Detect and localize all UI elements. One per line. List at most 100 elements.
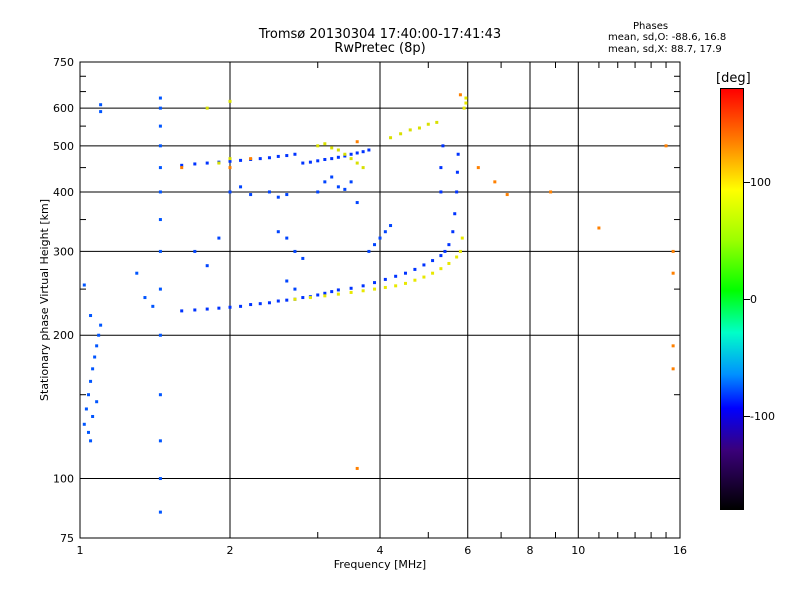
- y-tick-label: 750: [53, 56, 74, 69]
- data-point: [336, 288, 340, 292]
- data-point: [330, 157, 334, 161]
- data-point: [403, 281, 407, 285]
- data-point: [158, 96, 162, 100]
- data-point: [205, 106, 209, 110]
- data-point: [316, 159, 320, 163]
- data-point: [180, 309, 184, 313]
- data-point: [458, 93, 462, 97]
- data-point: [413, 278, 417, 282]
- data-point: [82, 422, 86, 426]
- data-point: [355, 161, 359, 165]
- data-point: [205, 307, 209, 311]
- data-point: [301, 256, 305, 260]
- x-tick-label: 10: [571, 544, 585, 557]
- phases-heading: Phases: [633, 21, 669, 32]
- data-point: [349, 152, 353, 156]
- data-point: [84, 407, 88, 411]
- data-point: [399, 132, 403, 136]
- data-point: [99, 110, 103, 114]
- data-point: [343, 154, 347, 158]
- colorbar-tick-label: -100: [750, 410, 775, 424]
- data-point: [671, 344, 675, 348]
- data-point: [361, 284, 365, 288]
- data-point: [285, 154, 289, 158]
- data-point: [549, 190, 553, 194]
- data-point: [355, 201, 359, 205]
- data-point: [158, 510, 162, 514]
- data-point: [193, 249, 197, 253]
- data-point: [193, 308, 197, 312]
- data-point: [451, 230, 455, 234]
- data-point: [664, 144, 668, 148]
- phase-colorbar: [720, 88, 744, 510]
- data-point: [249, 193, 253, 197]
- data-point: [413, 267, 417, 271]
- data-point: [330, 146, 334, 150]
- data-point: [476, 166, 480, 170]
- data-point: [373, 287, 377, 291]
- data-point: [95, 400, 99, 404]
- data-point: [293, 287, 297, 291]
- data-point: [447, 261, 451, 265]
- data-point: [285, 298, 289, 302]
- chart-subtitle: RwPretec (8p): [334, 41, 426, 56]
- data-point: [417, 126, 421, 130]
- x-tick-label: 6: [464, 544, 471, 557]
- data-point: [323, 180, 327, 184]
- data-point: [151, 304, 155, 308]
- data-point: [158, 106, 162, 110]
- data-point: [361, 166, 365, 170]
- data-point: [439, 166, 443, 170]
- data-point: [143, 296, 147, 300]
- colorbar-tick: [744, 181, 750, 183]
- data-point: [158, 333, 162, 337]
- data-point: [228, 166, 232, 170]
- data-point: [276, 230, 280, 234]
- data-point: [158, 144, 162, 148]
- data-point: [439, 190, 443, 194]
- data-point: [355, 151, 359, 155]
- data-point: [389, 136, 393, 140]
- data-point: [258, 302, 262, 306]
- data-point: [426, 122, 430, 126]
- data-point: [301, 161, 305, 165]
- data-point: [349, 180, 353, 184]
- data-point: [373, 281, 377, 285]
- y-tick-label: 600: [53, 102, 74, 115]
- data-point: [97, 333, 101, 337]
- data-point: [316, 144, 320, 148]
- data-point: [373, 243, 377, 247]
- x-tick-label: 8: [527, 544, 534, 557]
- data-point: [330, 175, 334, 179]
- data-point: [228, 159, 232, 163]
- data-point: [308, 296, 312, 300]
- data-point: [93, 355, 97, 359]
- data-point: [597, 226, 601, 230]
- data-point: [158, 190, 162, 194]
- y-tick-label: 75: [60, 532, 74, 545]
- colorbar-tick-label: 100: [750, 175, 771, 189]
- data-point: [276, 299, 280, 303]
- data-point: [301, 296, 305, 300]
- colorbar-tick-label: 0: [750, 293, 757, 306]
- y-tick-label: 300: [53, 245, 74, 258]
- x-tick-label: 16: [673, 544, 687, 557]
- data-point: [99, 323, 103, 327]
- data-point: [455, 170, 459, 174]
- data-point: [276, 195, 280, 199]
- data-point: [383, 285, 387, 289]
- data-point: [431, 271, 435, 275]
- x-axis-label: Frequency [MHz]: [334, 558, 426, 571]
- data-point: [378, 236, 382, 240]
- data-point: [422, 263, 426, 267]
- data-point: [323, 142, 327, 146]
- data-point: [394, 274, 398, 278]
- data-point: [285, 236, 289, 240]
- data-point: [671, 249, 675, 253]
- data-point: [228, 99, 232, 103]
- data-point: [91, 414, 95, 418]
- chart-title: Tromsø 20130304 17:40:00-17:41:43: [258, 27, 502, 42]
- data-point: [505, 193, 509, 197]
- x-tick-label: 2: [227, 544, 234, 557]
- data-point: [439, 267, 443, 271]
